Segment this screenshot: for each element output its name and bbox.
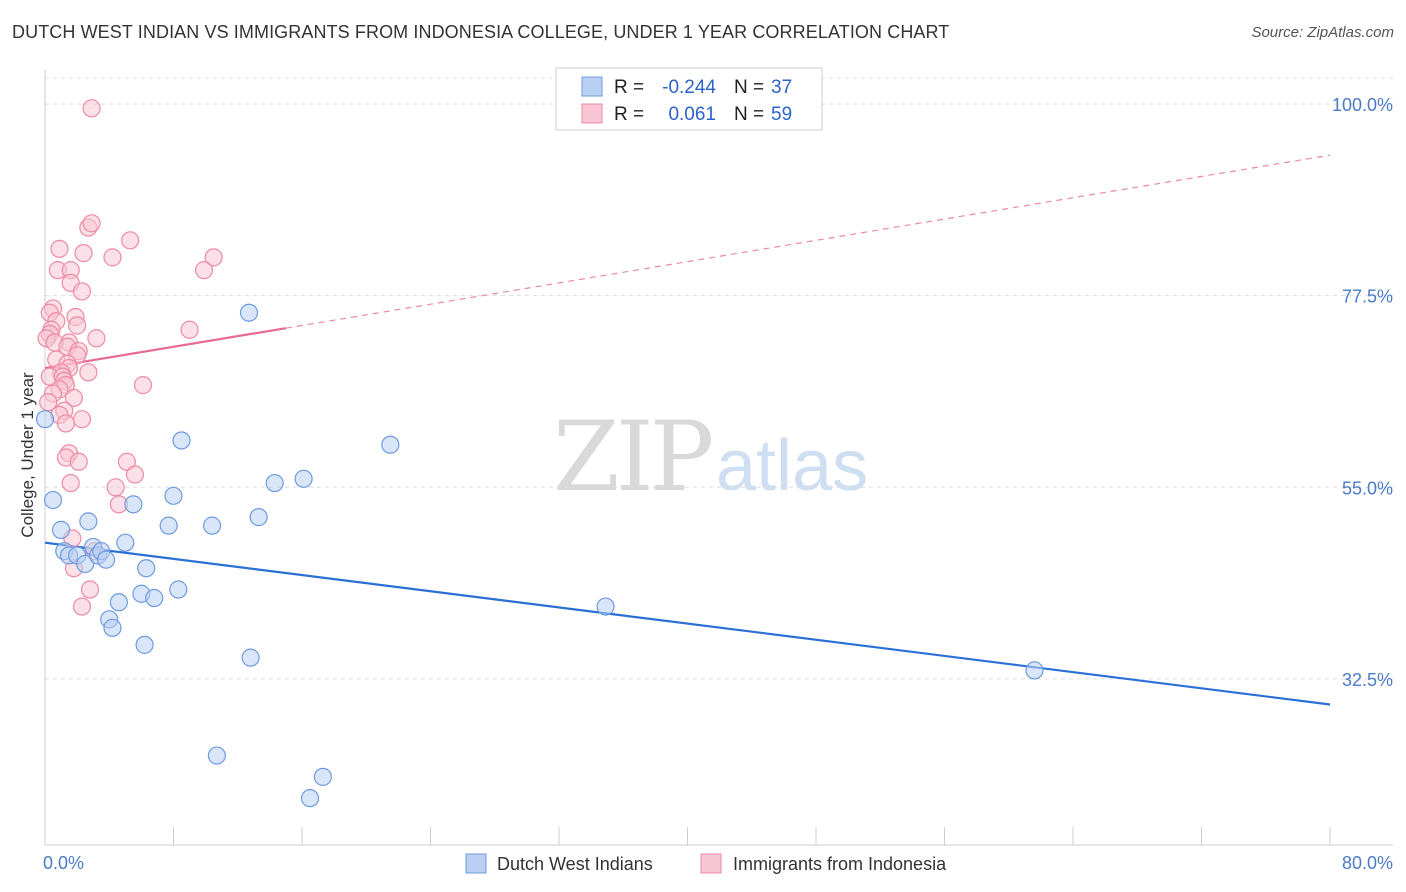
legend-swatch-pink (581, 103, 603, 124)
legend-n-label-0: N = (734, 77, 764, 98)
point-series1-20 (180, 320, 199, 339)
point-series1-52 (106, 478, 125, 497)
point-series0-31 (294, 469, 313, 488)
gridlines (45, 77, 1393, 680)
point-series0-33 (313, 767, 332, 786)
point-series1-48 (69, 452, 88, 471)
point-series1-45 (56, 414, 75, 433)
point-series1-5 (74, 244, 93, 263)
y-tick-label-2: 55.0% (1342, 478, 1393, 498)
stats-legend: R = -0.244 N = 37 R = 0.061 N = 59 (555, 67, 823, 131)
legend-n-value-1: 59 (771, 104, 792, 125)
x-tick-label-1: 80.0% (1342, 853, 1393, 873)
point-series0-16 (124, 495, 143, 514)
point-series1-50 (125, 465, 145, 484)
point-series0-6 (76, 554, 95, 574)
x-tick-label-0: 0.0% (43, 853, 84, 873)
series-legend-label-0: Dutch West Indians (497, 854, 653, 874)
point-series0-0 (35, 410, 55, 429)
series-legend-swatch-1 (700, 853, 722, 874)
point-series0-13 (103, 618, 122, 637)
point-series0-25 (202, 516, 222, 535)
point-series0-22 (164, 486, 183, 505)
point-series1-4 (50, 239, 69, 258)
point-series0-20 (145, 588, 164, 608)
point-series1-7 (204, 248, 223, 267)
point-series1-44 (72, 410, 92, 429)
point-series0-18 (135, 635, 154, 654)
point-series0-30 (265, 473, 284, 493)
point-series0-35 (596, 597, 615, 616)
point-series0-7 (79, 512, 98, 531)
point-series1-2 (82, 214, 101, 233)
point-series1-3 (121, 231, 140, 250)
point-series1-0 (82, 99, 101, 118)
data-points (35, 99, 1044, 808)
trend-line-dashed-1 (285, 154, 1331, 329)
point-series0-1 (43, 490, 63, 510)
point-series0-29 (249, 508, 268, 527)
axes (44, 70, 1393, 846)
y-axis-label: College, Under 1 year (18, 372, 37, 538)
watermark-atlas: atlas (716, 426, 868, 506)
legend-n-value-0: 37 (771, 77, 792, 98)
point-series0-36 (1025, 661, 1044, 680)
point-series0-2 (51, 520, 71, 539)
trend-lines (44, 154, 1331, 706)
point-series1-37 (133, 376, 153, 395)
legend-r-value-0: -0.244 (662, 77, 716, 98)
legend-r-label-1: R = (614, 104, 644, 125)
point-series0-34 (381, 435, 400, 454)
point-series1-6 (103, 248, 122, 267)
point-series0-11 (96, 550, 116, 569)
point-series0-15 (116, 533, 135, 552)
point-series0-23 (169, 580, 188, 599)
legend-n-label-1: N = (734, 104, 764, 125)
legend-r-label-0: R = (614, 77, 644, 98)
point-series0-19 (137, 559, 156, 578)
chart-title: DUTCH WEST INDIAN VS IMMIGRANTS FROM IND… (12, 22, 950, 42)
point-series1-12 (72, 282, 92, 301)
y-tick-label-0: 100.0% (1332, 95, 1393, 115)
point-series1-51 (61, 473, 80, 493)
point-series1-10 (194, 261, 214, 280)
source-label: Source: ZipAtlas.com (1251, 24, 1394, 41)
trend-line-solid-1 (44, 327, 287, 370)
watermark-zip: ZIP (553, 401, 712, 513)
point-series0-32 (300, 789, 320, 808)
legend-r-value-1: 0.061 (668, 104, 716, 125)
point-series0-14 (109, 593, 128, 612)
point-series1-40 (64, 388, 84, 407)
series-legend-swatch-0 (465, 853, 487, 874)
point-series1-41 (39, 393, 58, 412)
point-series0-26 (207, 746, 226, 765)
series-legend-label-1: Immigrants from Indonesia (733, 854, 947, 874)
point-series1-17 (68, 316, 87, 335)
point-series0-24 (172, 431, 191, 450)
point-series0-28 (241, 648, 260, 667)
legend-swatch-blue (581, 76, 603, 97)
tick-labels: 100.0% 77.5% 55.0% 32.5% 0.0% 80.0% (43, 95, 1393, 873)
series-legend: Dutch West Indians Immigrants from Indon… (465, 853, 947, 874)
point-series1-58 (72, 597, 92, 616)
point-series1-57 (80, 580, 100, 599)
y-tick-label-1: 77.5% (1342, 287, 1393, 307)
trend-line-solid-0 (44, 541, 1331, 706)
point-series1-32 (79, 363, 98, 382)
watermark: ZIP atlas (553, 401, 868, 513)
y-tick-label-3: 32.5% (1342, 670, 1393, 690)
point-series1-23 (87, 329, 106, 348)
point-series0-21 (159, 516, 178, 535)
point-series0-27 (239, 303, 259, 322)
